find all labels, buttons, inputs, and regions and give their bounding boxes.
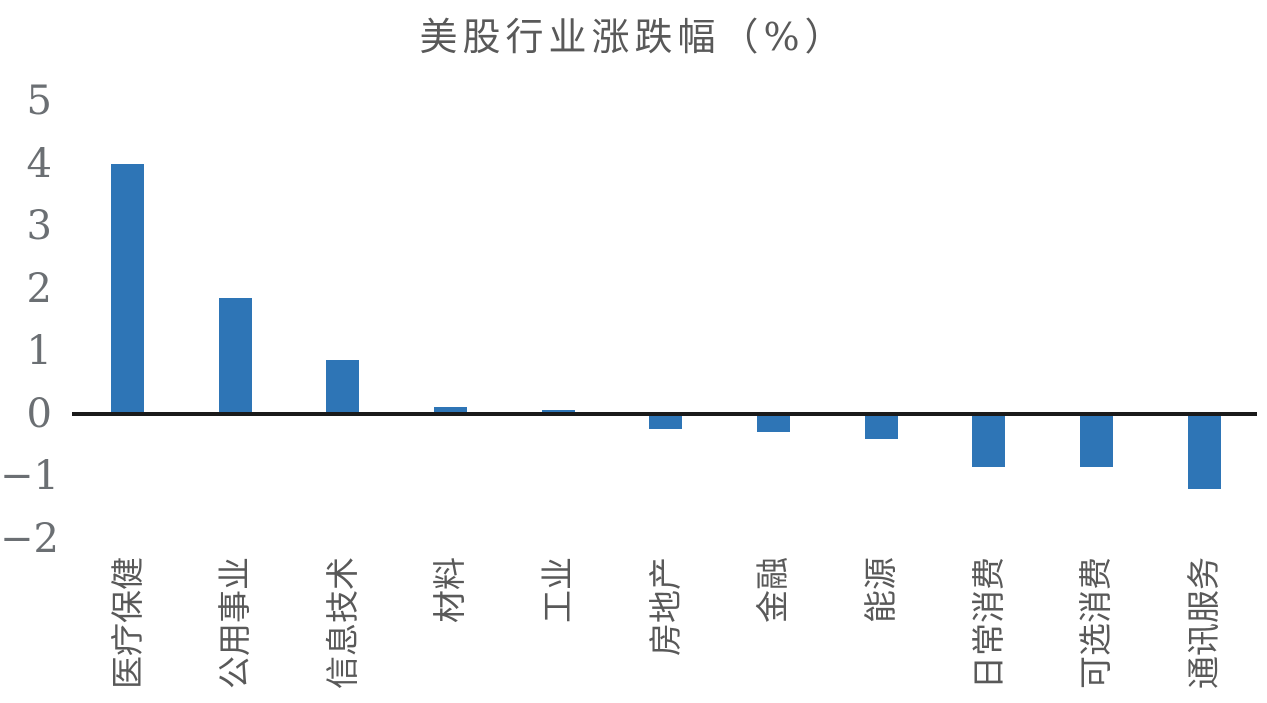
bar-能源 [864,413,898,439]
x-tick-label-金融: 金融 [753,557,793,623]
y-tick-label: 2 [26,265,52,312]
y-tick-label: 1 [26,328,52,374]
y-tick-label: 0 [26,390,52,437]
y-tick-label: −1 [0,453,59,499]
x-tick-label-房地产: 房地产 [645,557,685,656]
x-tick-label-医疗保健: 医疗保健 [107,557,147,689]
x-tick-label-可选消费: 可选消费 [1076,557,1116,689]
bar-公用事业 [218,297,252,414]
bar-通讯服务 [1187,413,1221,489]
chart-title: 美股行业涨跌幅（%） [419,15,848,59]
x-tick-label-公用事业: 公用事业 [215,557,255,689]
y-tick-label: 3 [26,203,52,249]
bar-房地产 [649,413,683,430]
y-tick-label: 4 [26,140,52,187]
x-tick-label-工业: 工业 [538,557,578,623]
bar-信息技术 [326,360,360,414]
bar-金融 [756,413,790,433]
bar-可选消费 [1079,413,1113,467]
x-axis-line [72,411,1257,416]
bar-材料 [433,407,467,414]
bar-日常消费 [972,413,1006,467]
y-tick-label: 5 [26,78,52,124]
x-tick-label-材料: 材料 [430,557,470,623]
x-tick-label-能源: 能源 [861,557,901,623]
y-tick-label: −2 [0,515,59,562]
x-tick-label-通讯服务: 通讯服务 [1184,557,1223,689]
x-tick-label-日常消费: 日常消费 [968,557,1008,689]
bar-医疗保健 [111,163,144,414]
x-tick-label-信息技术: 信息技术 [322,557,362,689]
